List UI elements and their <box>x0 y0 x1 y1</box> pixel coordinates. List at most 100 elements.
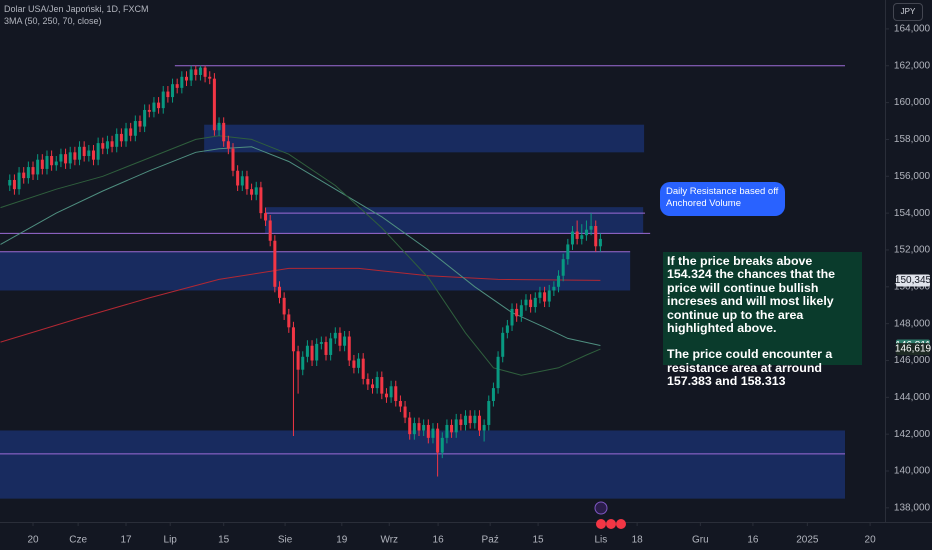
y-tick-label: 148,000 <box>894 318 931 329</box>
candle-body <box>189 69 193 81</box>
y-tick-label: 144,000 <box>894 392 931 403</box>
x-tick-label: 15 <box>533 535 545 546</box>
event-icons[interactable] <box>594 501 626 529</box>
candle-body <box>496 356 500 389</box>
candle-body <box>529 299 533 308</box>
zone <box>0 430 846 499</box>
candle-body <box>59 154 63 162</box>
candle-body <box>566 244 570 260</box>
x-tick-label: 16 <box>747 535 759 546</box>
event-icon[interactable] <box>616 519 626 529</box>
candle-body <box>398 401 402 407</box>
candle-body <box>194 69 198 75</box>
candle-body <box>231 148 235 171</box>
x-tick-label: 19 <box>336 535 348 546</box>
candle-body <box>598 238 602 247</box>
candle-body <box>547 290 551 302</box>
candle-body <box>324 342 328 355</box>
x-tick-label: Cze <box>69 535 87 546</box>
candle-body <box>268 220 272 241</box>
candle-body <box>538 292 542 298</box>
y-tick-label: 152,000 <box>894 245 931 256</box>
candle-body <box>161 91 165 109</box>
candle-body <box>175 84 179 88</box>
candle-body <box>226 141 230 149</box>
candle-body <box>524 299 528 306</box>
candle-body <box>422 424 426 431</box>
event-icon[interactable] <box>606 519 616 529</box>
candle-body <box>240 176 244 186</box>
y-tick-label: 142,000 <box>894 429 931 440</box>
candle-body <box>440 437 444 453</box>
candle-body <box>584 229 588 236</box>
candle-body <box>468 415 472 424</box>
event-icon[interactable] <box>594 501 608 515</box>
candle-body <box>17 172 21 190</box>
y-tick-label: 154,000 <box>894 208 931 219</box>
candle-body <box>264 213 268 221</box>
candle-body <box>473 415 477 424</box>
candle-body <box>366 378 370 385</box>
candle-body <box>515 308 519 317</box>
x-tick-label: 18 <box>632 535 644 546</box>
candle-body <box>533 297 537 308</box>
candle-body <box>570 231 574 245</box>
candle-body <box>310 345 314 361</box>
candle-body <box>436 428 440 453</box>
note-text: The price could encounter a resistance a… <box>667 347 833 389</box>
candle-body <box>352 360 356 368</box>
price-label-bg <box>896 274 930 287</box>
candle-body <box>329 338 333 355</box>
candle-body <box>389 386 393 398</box>
x-tick-label: Gru <box>692 535 709 546</box>
candle-body <box>273 240 277 287</box>
candle-body <box>222 122 226 142</box>
candle-body <box>40 159 44 169</box>
y-tick-label: 162,000 <box>894 60 931 71</box>
x-tick-label: Wrz <box>380 535 398 546</box>
candle-body <box>450 424 454 433</box>
candle-body <box>124 128 128 142</box>
candle-body <box>487 401 491 425</box>
candle-body <box>143 109 147 127</box>
candle-body <box>68 152 72 164</box>
candle-body <box>338 332 342 346</box>
candle-body <box>501 332 505 357</box>
candle-body <box>180 76 184 88</box>
candle-body <box>217 122 221 131</box>
event-icon[interactable] <box>596 519 606 529</box>
candle-body <box>561 259 565 276</box>
candle-body <box>347 336 351 361</box>
x-tick-label: Lis <box>594 535 607 546</box>
candle-body <box>301 356 305 370</box>
candle-body <box>31 167 35 175</box>
candle-body <box>403 406 407 418</box>
y-tick-label: 146,000 <box>894 355 931 366</box>
candle-body <box>282 297 286 315</box>
candle-body <box>319 342 323 344</box>
candle-body <box>277 286 282 298</box>
candle-body <box>380 377 384 394</box>
candle-body <box>510 308 514 326</box>
candle-body <box>82 146 86 157</box>
candle-body <box>459 419 463 425</box>
candle-body <box>254 187 258 195</box>
currency-button[interactable]: JPY <box>893 3 923 21</box>
candle-body <box>12 179 16 190</box>
candle-body <box>101 143 105 149</box>
candle-body <box>575 231 579 239</box>
price-label: 146,619 <box>895 344 932 355</box>
candle-body <box>291 327 295 352</box>
candle-body <box>91 150 95 160</box>
candle-body <box>208 76 212 79</box>
y-tick-label: 138,000 <box>894 502 931 513</box>
x-tick-label: Lip <box>164 535 178 546</box>
candle-body <box>64 154 68 164</box>
candle-body <box>50 156 54 166</box>
price-label: 150,345 <box>895 275 932 286</box>
candle-body <box>482 424 486 431</box>
candle-body <box>54 161 58 166</box>
x-tick-label: 20 <box>27 535 39 546</box>
candle-body <box>87 150 91 157</box>
